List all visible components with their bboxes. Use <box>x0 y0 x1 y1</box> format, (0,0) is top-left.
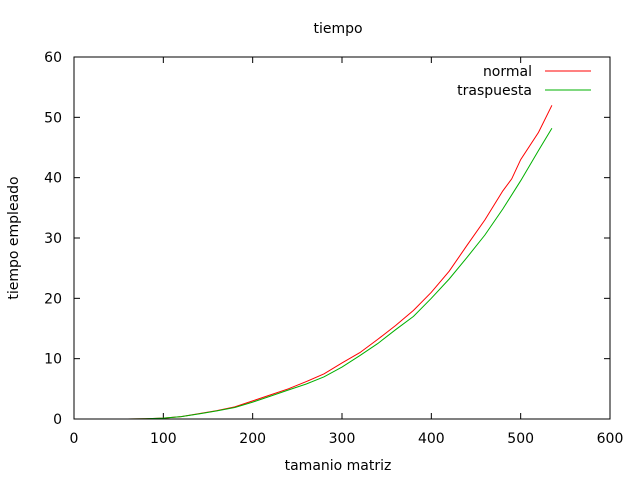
series-line-normal <box>127 105 553 420</box>
legend: normal traspuesta <box>457 64 591 99</box>
y-tick-label: 50 <box>44 110 62 126</box>
y-tick-label: 0 <box>53 412 62 428</box>
x-tick-label: 300 <box>329 431 356 447</box>
y-tick-label: 30 <box>44 231 62 247</box>
x-tick-label: 0 <box>70 431 79 447</box>
x-axis-label: tamanio matriz <box>285 458 392 474</box>
y-tick-label: 60 <box>44 50 62 66</box>
y-tick-label: 20 <box>44 291 62 307</box>
x-axis: 0 100 200 300 400 500 600 <box>70 57 624 447</box>
y-tick-label: 10 <box>44 352 62 368</box>
series-line-traspuesta <box>127 127 553 420</box>
legend-label: normal <box>483 64 532 80</box>
y-axis: 0 10 20 30 40 50 60 <box>44 50 610 428</box>
legend-label: traspuesta <box>457 83 532 99</box>
x-tick-label: 600 <box>597 431 624 447</box>
series-layer <box>127 105 553 420</box>
x-tick-label: 200 <box>239 431 266 447</box>
chart-title: tiempo <box>313 21 362 37</box>
y-tick-label: 40 <box>44 171 62 187</box>
y-axis-label: tiempo empleado <box>6 176 22 299</box>
x-tick-label: 500 <box>507 431 534 447</box>
x-tick-label: 400 <box>418 431 445 447</box>
plot-frame <box>73 56 611 420</box>
x-tick-label: 100 <box>150 431 177 447</box>
